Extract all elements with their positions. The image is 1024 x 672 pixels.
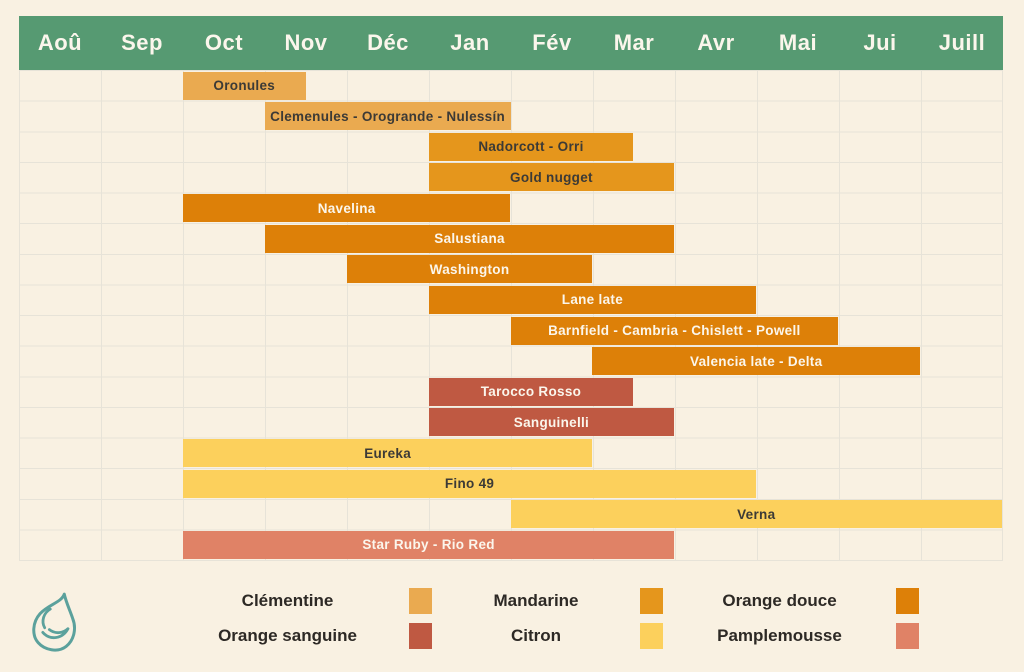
legend-swatch-clementine <box>409 588 432 614</box>
gantt-bar-label: Star Ruby - Rio Red <box>362 537 495 553</box>
month-label: Jan <box>450 30 490 55</box>
gantt-bar-label: Tarocco Rosso <box>480 384 582 400</box>
gantt-bar: Valencia late - Delta <box>592 347 921 376</box>
legend-label: Orange sanguine <box>218 626 357 645</box>
month-label: Juill <box>938 30 986 55</box>
gantt-bar: Fino 49 <box>182 469 757 498</box>
gantt-bar-label: Barnfield - Cambria - Chislett - Powell <box>548 323 801 338</box>
legend: Clémentine Mandarine Orange douce Orange sa… <box>200 588 919 649</box>
gantt-bar: Navelina <box>182 194 511 222</box>
gantt-bar-label: Verna <box>737 506 776 522</box>
gantt-bar-label: Valencia late - Delta <box>690 353 823 369</box>
gantt-bar-label: Washington <box>429 261 510 277</box>
legend-label: Orange douce <box>722 591 837 610</box>
legend-swatch-orange-douce <box>896 588 919 614</box>
gantt-bar: Star Ruby - Rio Red <box>182 530 675 559</box>
gantt-bar-label: Fino 49 <box>444 476 495 492</box>
gantt-bar: Barnfield - Cambria - Chislett - Powell <box>510 316 839 345</box>
legend-label: Clémentine <box>241 591 334 610</box>
gantt-bar: Eureka <box>182 439 593 467</box>
legend-swatch-orange-sanguine <box>409 623 432 649</box>
month-label: Nov <box>284 30 328 55</box>
month-label: Mar <box>613 30 655 55</box>
gantt-bar-label: Oronules <box>213 78 276 93</box>
month-label: Avr <box>697 30 735 55</box>
gantt-bar: Gold nugget <box>428 163 675 192</box>
gantt-bar-label: Eureka <box>364 445 412 461</box>
gantt-bar: Clemenules - Orogrande - Nulessín <box>264 102 511 131</box>
gantt-bar-label: Clemenules - Orogrande - Nulessín <box>270 108 506 124</box>
gantt-bar: Washington <box>346 255 593 284</box>
legend-swatch-pamplemousse <box>896 623 919 649</box>
legend-swatch-mandarine <box>640 588 663 614</box>
legend-label: Citron <box>510 626 562 645</box>
legend-label: Mandarine <box>493 591 579 610</box>
month-label: Mai <box>778 30 818 55</box>
gantt-bar-label: Salustiana <box>434 231 505 247</box>
legend-label: Pamplemousse <box>717 626 842 645</box>
gantt-bar: Oronules <box>182 71 306 100</box>
month-label: Oct <box>204 30 244 55</box>
gantt-bar: Nadorcott - Orri <box>428 132 634 161</box>
citrus-season-chart: Aoû Sep Oct Nov Déc Jan Fév Mar Avr Mai Jui Juill O… <box>19 16 1003 561</box>
gantt-bar: Sanguinelli <box>428 408 675 437</box>
gantt-bar-label: Sanguinelli <box>513 414 590 430</box>
month-label: Jui <box>863 30 897 55</box>
legend-swatch-citron <box>640 623 663 649</box>
month-label: Déc <box>367 30 409 55</box>
month-label: Sep <box>121 30 163 55</box>
gantt-bar-label: Gold nugget <box>510 169 593 185</box>
gantt-bar-label: Lane late <box>561 292 624 308</box>
gantt-bar-label: Nadorcott - Orri <box>478 139 584 155</box>
gantt-bar: Verna <box>510 500 1002 529</box>
gantt-body: Oronules Clemenules - Orogrande - Nulessí… <box>19 70 1003 561</box>
gantt-bar: Tarocco Rosso <box>428 377 634 406</box>
gantt-bar: Salustiana <box>264 224 675 253</box>
gantt-bar-label: Navelina <box>317 200 376 216</box>
citrus-leaf-logo-icon <box>32 592 76 652</box>
month-label: Aoû <box>37 30 83 55</box>
month-header: Aoû Sep Oct Nov Déc Jan Fév Mar Avr Mai Jui Juill <box>19 16 1003 70</box>
month-label: Fév <box>532 30 572 55</box>
gantt-bar: Lane late <box>428 285 757 314</box>
